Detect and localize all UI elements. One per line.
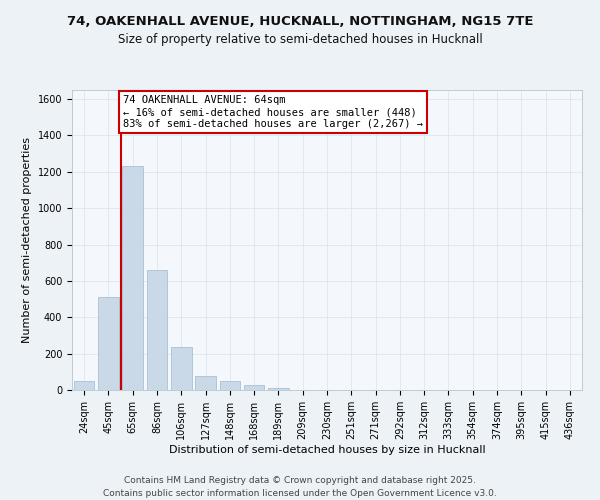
Text: 74 OAKENHALL AVENUE: 64sqm
← 16% of semi-detached houses are smaller (448)
83% o: 74 OAKENHALL AVENUE: 64sqm ← 16% of semi… bbox=[123, 96, 423, 128]
Bar bbox=[268, 388, 289, 390]
Bar bbox=[244, 384, 265, 390]
Text: Contains HM Land Registry data © Crown copyright and database right 2025.
Contai: Contains HM Land Registry data © Crown c… bbox=[103, 476, 497, 498]
Bar bbox=[195, 376, 216, 390]
Bar bbox=[220, 381, 240, 390]
Bar bbox=[74, 381, 94, 390]
Text: 74, OAKENHALL AVENUE, HUCKNALL, NOTTINGHAM, NG15 7TE: 74, OAKENHALL AVENUE, HUCKNALL, NOTTINGH… bbox=[67, 15, 533, 28]
X-axis label: Distribution of semi-detached houses by size in Hucknall: Distribution of semi-detached houses by … bbox=[169, 444, 485, 454]
Y-axis label: Number of semi-detached properties: Number of semi-detached properties bbox=[22, 137, 32, 343]
Bar bbox=[122, 166, 143, 390]
Bar bbox=[98, 298, 119, 390]
Bar bbox=[171, 348, 191, 390]
Text: Size of property relative to semi-detached houses in Hucknall: Size of property relative to semi-detach… bbox=[118, 32, 482, 46]
Bar bbox=[146, 270, 167, 390]
